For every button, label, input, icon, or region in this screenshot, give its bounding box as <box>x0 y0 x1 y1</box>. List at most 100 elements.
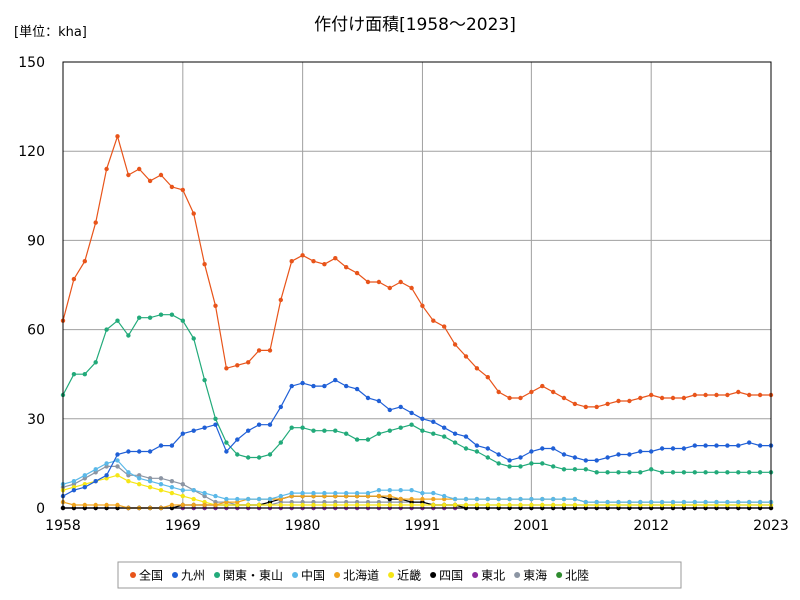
data-point <box>365 395 371 401</box>
data-point <box>311 428 316 433</box>
data-point <box>376 493 382 499</box>
data-point <box>659 395 665 401</box>
data-point <box>463 502 469 508</box>
data-point <box>289 502 294 508</box>
data-point <box>158 443 164 448</box>
data-point <box>115 134 120 139</box>
data-point <box>572 502 578 508</box>
y-tick-label: 90 <box>27 233 45 249</box>
data-point <box>420 496 425 502</box>
y-tick-label: 30 <box>27 412 45 428</box>
data-point <box>300 425 305 430</box>
data-point <box>627 452 632 457</box>
data-point <box>71 372 77 377</box>
data-point <box>529 461 534 466</box>
data-point <box>431 318 436 323</box>
data-point <box>322 490 327 496</box>
data-point <box>736 443 741 448</box>
data-point <box>104 502 109 508</box>
data-point <box>147 315 153 320</box>
legend-item: 東北 <box>472 569 505 583</box>
data-point <box>496 502 501 508</box>
data-point <box>169 502 175 508</box>
data-point <box>649 467 654 472</box>
data-point <box>572 455 578 460</box>
data-point <box>191 336 196 341</box>
x-tick-label: 2012 <box>633 518 669 534</box>
data-point <box>736 499 741 505</box>
data-point <box>452 342 458 347</box>
data-point <box>518 455 523 460</box>
data-point <box>354 270 360 276</box>
data-point <box>616 398 621 404</box>
data-point <box>398 488 403 493</box>
series-line <box>62 474 771 506</box>
data-point <box>692 470 697 475</box>
data-point <box>224 496 229 502</box>
data-point <box>137 449 142 454</box>
data-point <box>572 467 578 472</box>
data-point <box>725 392 730 398</box>
data-point <box>431 490 436 496</box>
data-point <box>71 502 77 508</box>
data-point <box>82 485 88 490</box>
data-point <box>540 496 545 502</box>
legend-marker <box>130 572 136 578</box>
data-point <box>354 502 360 508</box>
legend: 全国 九州 関東・東山 中国 北海道 近畿 四国 東北 東海 北陸 <box>117 561 682 589</box>
data-point <box>311 383 316 389</box>
data-point <box>126 172 131 178</box>
data-point <box>474 366 480 371</box>
data-point <box>747 499 752 505</box>
data-point <box>452 496 458 502</box>
data-point <box>572 496 578 502</box>
data-point <box>202 425 207 430</box>
data-point <box>670 470 676 475</box>
data-point <box>104 327 109 332</box>
data-point <box>137 315 142 320</box>
data-point <box>442 324 447 329</box>
data-point <box>409 285 414 291</box>
data-point <box>670 499 676 505</box>
x-tick-label: 1980 <box>285 518 321 534</box>
data-point <box>158 172 164 178</box>
data-point <box>224 366 229 371</box>
series-line <box>62 459 771 503</box>
legend-box <box>117 561 682 589</box>
data-point <box>246 360 251 365</box>
data-point <box>452 431 458 436</box>
data-point <box>649 499 654 505</box>
data-point <box>202 502 207 508</box>
data-point <box>409 422 414 427</box>
data-point <box>747 392 752 398</box>
x-tick-label: 2023 <box>753 518 789 534</box>
data-point <box>82 473 88 478</box>
data-point <box>137 482 142 487</box>
data-point <box>518 464 523 469</box>
data-point <box>169 490 175 496</box>
data-point <box>638 449 643 454</box>
data-point <box>137 166 142 172</box>
data-point <box>757 443 763 448</box>
data-point <box>529 496 534 502</box>
data-point <box>757 392 763 398</box>
series-line <box>62 134 771 408</box>
data-point <box>714 392 719 398</box>
data-point <box>180 431 185 436</box>
data-point <box>115 502 120 508</box>
data-point <box>246 428 251 433</box>
data-point <box>659 499 665 505</box>
data-point <box>529 502 534 508</box>
x-tick-label: 1969 <box>165 518 201 534</box>
series-中国 <box>60 458 774 505</box>
data-point <box>267 422 273 427</box>
data-point <box>235 452 240 457</box>
data-point <box>158 312 164 317</box>
data-point <box>507 496 512 502</box>
data-point <box>670 446 676 451</box>
data-point <box>485 455 490 460</box>
data-point <box>71 479 77 484</box>
data-point <box>692 499 697 505</box>
data-point <box>681 446 687 451</box>
